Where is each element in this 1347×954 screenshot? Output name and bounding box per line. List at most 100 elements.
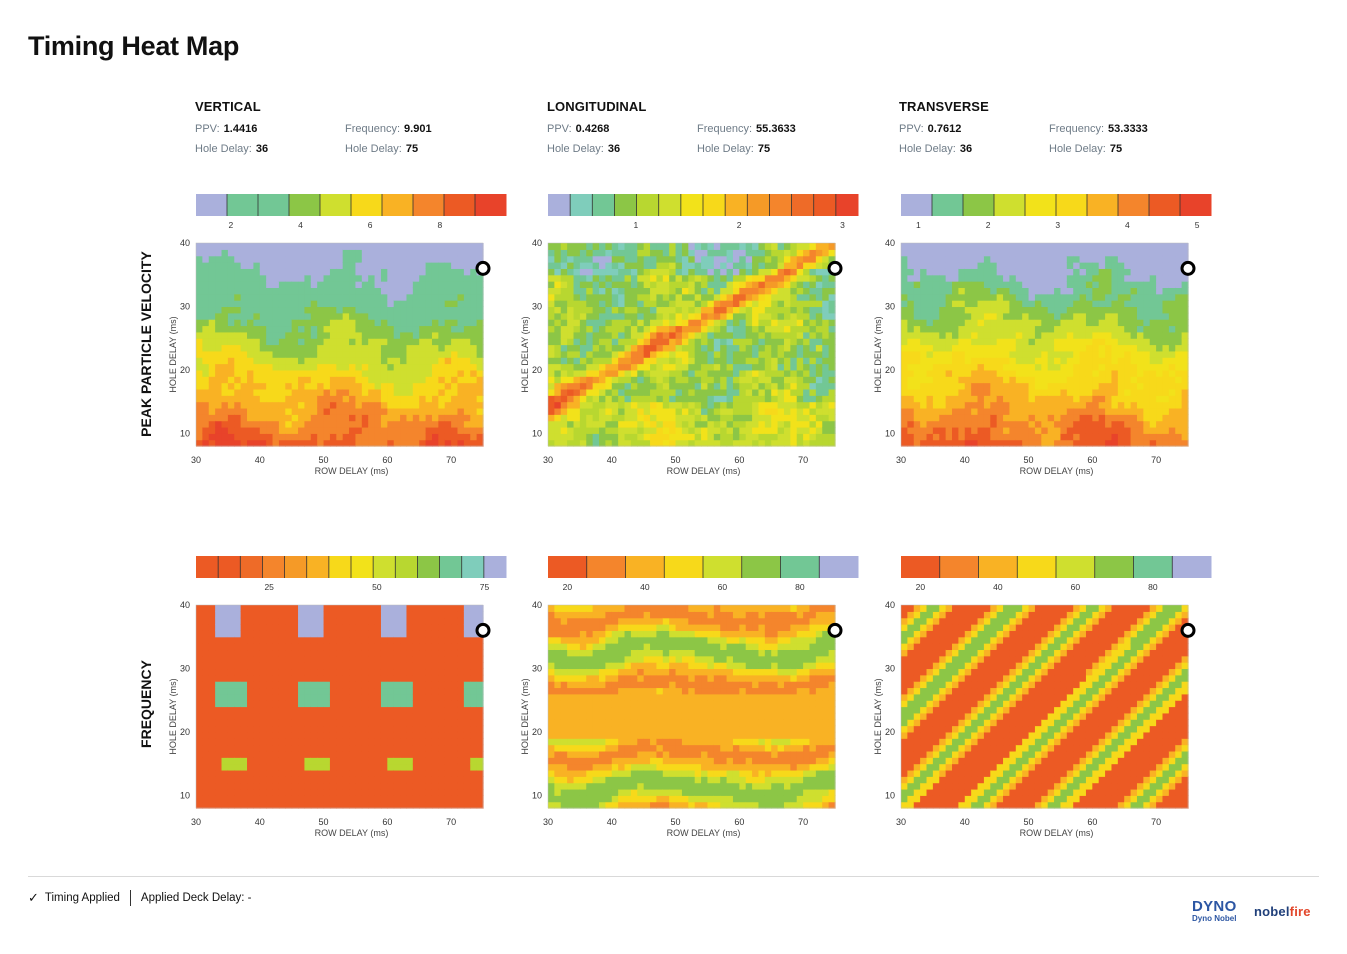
heatmap-cell <box>259 414 267 422</box>
heatmap-cell <box>457 376 465 384</box>
heatmap-cell <box>983 312 991 320</box>
heatmap-cell <box>240 630 248 638</box>
heatmap-cell <box>650 357 658 365</box>
heatmap-cell <box>958 363 966 371</box>
heatmap-cell <box>1015 420 1023 428</box>
heatmap-cell <box>977 388 985 396</box>
colorbar-tick-label: 1 <box>633 220 638 230</box>
heatmap-cell <box>996 414 1004 422</box>
heatmap-cell <box>1098 331 1106 339</box>
heatmap-cell <box>329 382 337 390</box>
heatmap-cell <box>764 363 772 371</box>
heatmap-cell <box>278 624 286 631</box>
heatmap-cell <box>304 369 312 377</box>
heatmap-cell <box>285 649 293 657</box>
heatmap-cell <box>932 281 940 289</box>
heatmap-cell <box>758 344 766 352</box>
heatmap-cell <box>579 369 587 377</box>
heatmap-cell <box>285 369 293 377</box>
heatmap-cell <box>329 376 337 384</box>
ppv-label: PPV: <box>195 123 220 135</box>
heatmap-cell <box>438 369 446 377</box>
heatmap-cell <box>361 376 369 384</box>
heatmap-cell <box>932 249 940 257</box>
heatmap-cell <box>592 344 600 352</box>
heatmap-cell <box>310 249 318 257</box>
heatmap-cell <box>560 293 568 301</box>
heatmap-cell <box>196 636 203 644</box>
heatmap-cell <box>745 388 753 396</box>
heatmap-cell <box>1015 426 1023 434</box>
heatmap-cell <box>983 338 991 346</box>
heatmap-cell <box>196 293 203 301</box>
heatmap-cell <box>650 268 658 276</box>
colorbar-tick-label: 3 <box>1055 220 1060 230</box>
heatmap-cell <box>438 268 446 276</box>
heatmap-cell <box>221 662 229 670</box>
heatmap-cell <box>1054 357 1062 365</box>
heatmap-cell <box>196 750 203 758</box>
heatmap-cell <box>777 287 785 295</box>
heatmap-cell <box>406 312 414 320</box>
heatmap-cell <box>662 293 670 301</box>
heatmap-cell <box>605 350 613 358</box>
heatmap-cell <box>624 312 632 320</box>
heatmap-cell <box>1015 382 1023 390</box>
heatmap-cell <box>752 249 760 257</box>
heatmap-cell <box>983 249 991 257</box>
heatmap-cell <box>215 744 223 752</box>
heatmap-cell <box>599 414 606 422</box>
heatmap-cell <box>380 401 388 409</box>
heatmap-cell <box>304 293 312 301</box>
heatmap-cell <box>913 281 921 289</box>
heatmap-cell <box>554 338 562 346</box>
heatmap-cell <box>809 338 817 346</box>
heatmap-cell <box>990 338 998 346</box>
heatmap-cell <box>247 243 254 250</box>
heatmap-cell <box>196 687 203 695</box>
heatmap-cell <box>215 700 223 708</box>
heatmap-cell <box>406 376 414 384</box>
heatmap-cell <box>196 700 203 708</box>
heatmap-cell <box>1041 306 1049 314</box>
heatmap-cell <box>656 312 664 320</box>
heatmap-cell <box>215 617 223 625</box>
heatmap-cell <box>983 369 991 377</box>
heatmap-cell <box>1098 363 1106 371</box>
heatmap-cell <box>259 433 267 441</box>
heatmap-cell <box>1105 439 1113 447</box>
heatmap-cell <box>726 433 734 441</box>
heatmap-cell <box>304 388 312 396</box>
heatmap-cell <box>990 357 998 365</box>
heatmap-cell <box>675 350 683 358</box>
heatmap-cell <box>783 243 791 250</box>
heatmap-cell <box>643 433 651 441</box>
heatmap-cell <box>554 312 562 320</box>
heatmap-cell <box>958 312 966 320</box>
heatmap-cell <box>745 293 753 301</box>
heatmap-cell <box>1124 268 1132 276</box>
heatmap-cell <box>605 433 613 441</box>
heatmap-cell <box>355 306 363 314</box>
heatmap-cell <box>945 414 953 422</box>
x-tick-label: 60 <box>382 455 392 465</box>
heatmap-cell <box>815 350 823 358</box>
heatmap-cell <box>227 617 235 625</box>
heatmap-cell <box>298 414 306 422</box>
heatmap-cell <box>1028 420 1036 428</box>
heatmap-cell <box>355 325 363 333</box>
heatmap-cell <box>234 719 242 727</box>
heatmap-cell <box>567 369 575 377</box>
heatmap-cell <box>208 433 216 441</box>
heatmap-cell <box>272 255 280 263</box>
heatmap-cell <box>1015 306 1023 314</box>
heatmap-cell <box>374 363 382 371</box>
heatmap-cell <box>317 363 325 371</box>
heatmap-cell <box>958 281 966 289</box>
heatmap-cell <box>701 243 709 250</box>
heatmap-cell <box>221 738 229 746</box>
heatmap-cell <box>215 249 223 257</box>
heatmap-cell <box>1009 281 1017 289</box>
heatmap-cell <box>796 420 804 428</box>
